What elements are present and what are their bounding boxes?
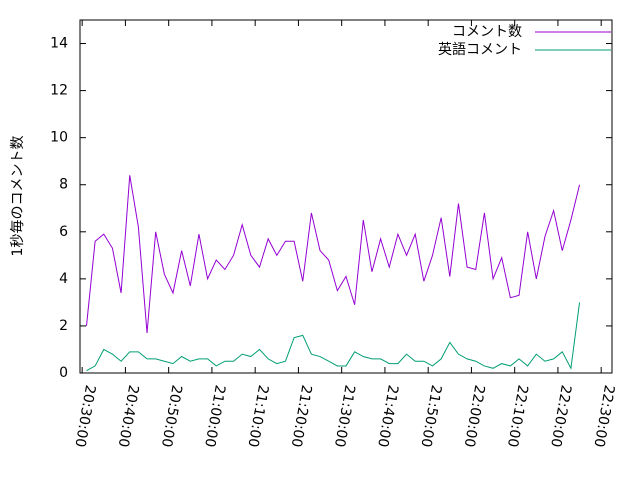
x-tick-label: 21:00:00: [201, 384, 228, 449]
y-tick-label: 10: [50, 130, 68, 146]
y-tick-label: 8: [59, 177, 68, 193]
x-tick-label: 21:30:00: [331, 384, 358, 449]
series-line: [85, 175, 581, 334]
y-tick-label: 6: [59, 224, 68, 240]
y-tick-label: 12: [50, 83, 68, 99]
y-axis-label: 1秒毎のコメント数: [10, 136, 26, 257]
x-tick-label: 21:50:00: [417, 384, 444, 449]
x-tick-label: 20:40:00: [115, 384, 142, 449]
x-tick-label: 21:10:00: [244, 384, 271, 449]
legend-label: 英語コメント: [438, 41, 522, 58]
legend-label: コメント数: [452, 24, 522, 40]
x-tick-label: 22:10:00: [504, 384, 531, 449]
x-tick-label: 21:40:00: [374, 384, 401, 449]
plot-border: [79, 19, 613, 374]
x-tick-label: 20:50:00: [158, 384, 185, 449]
y-tick-label: 14: [50, 36, 68, 52]
y-tick-label: 2: [59, 318, 68, 334]
x-tick-label: 22:00:00: [461, 384, 488, 449]
y-tick-label: 4: [59, 271, 68, 287]
x-tick-label: 22:30:00: [590, 384, 617, 449]
x-tick-label: 22:20:00: [547, 384, 574, 449]
y-tick-label: 0: [59, 365, 68, 381]
series-line: [86, 302, 581, 372]
x-tick-label: 21:20:00: [288, 384, 315, 449]
x-tick-label: 20:30:00: [71, 384, 98, 449]
